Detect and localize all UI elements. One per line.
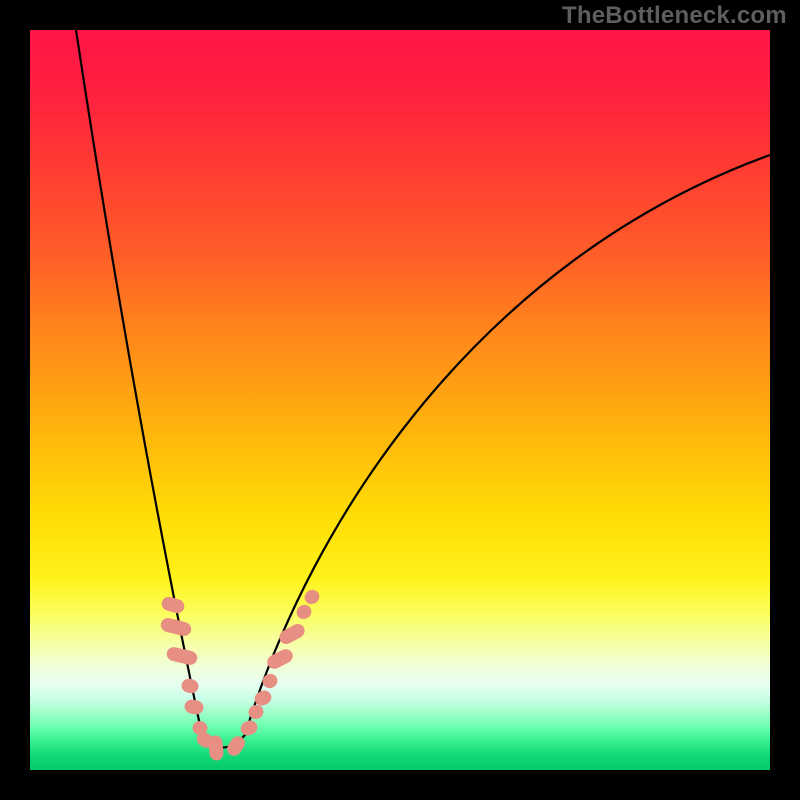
data-marker — [208, 735, 223, 760]
watermark-text: TheBottleneck.com — [562, 2, 787, 30]
gradient-background — [30, 30, 770, 770]
bottleneck-chart — [0, 0, 800, 800]
